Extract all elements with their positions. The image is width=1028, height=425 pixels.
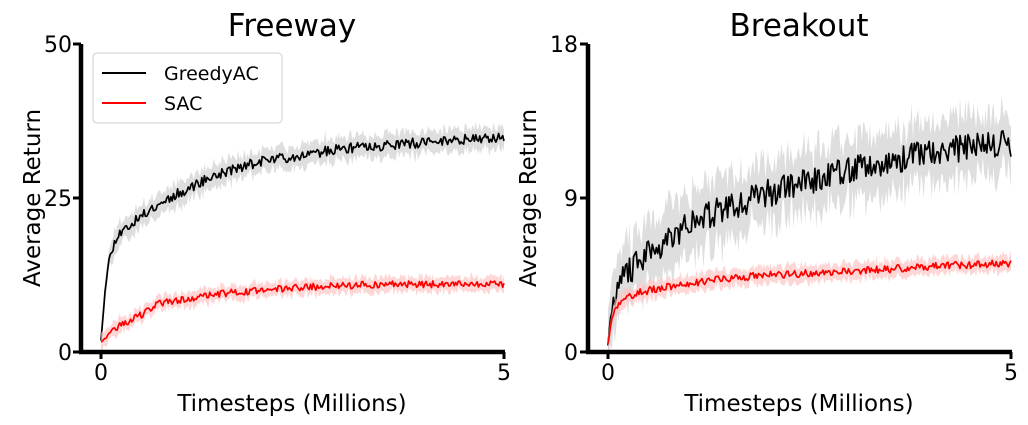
breakout-y-tick-label-1: 9 bbox=[564, 187, 578, 212]
breakout-x-tick-label-0: 0 bbox=[601, 361, 615, 386]
freeway-x-tick-label-0: 0 bbox=[94, 361, 108, 386]
freeway-series-line-sac bbox=[100, 280, 505, 343]
freeway-y-tick-label-2: 50 bbox=[44, 33, 72, 58]
legend-label-greedyac: GreedyAC bbox=[164, 63, 259, 85]
breakout-y-tick-label-0: 0 bbox=[564, 341, 578, 366]
freeway-x-axis-label: Timesteps (Millions) bbox=[176, 391, 406, 417]
breakout-y-tick-label-2: 18 bbox=[550, 33, 578, 58]
freeway-legend: GreedyAC SAC bbox=[92, 52, 283, 124]
breakout-series-line-sac bbox=[607, 259, 1012, 344]
freeway-band-greedyac bbox=[101, 121, 504, 351]
breakout-panel: Breakout Average Return Timesteps (Milli… bbox=[516, 8, 1018, 417]
breakout-y-axis-label: Average Return bbox=[516, 109, 542, 287]
breakout-title: Breakout bbox=[729, 8, 868, 44]
freeway-series-line-greedyac bbox=[100, 132, 505, 341]
breakout-x-axis-label: Timesteps (Millions) bbox=[683, 391, 913, 417]
freeway-y-axis-label: Average Return bbox=[20, 109, 46, 287]
freeway-title: Freeway bbox=[228, 8, 356, 44]
breakout-band-sac bbox=[608, 250, 1011, 352]
freeway-y-tick-label-1: 25 bbox=[44, 187, 72, 212]
breakout-x-tick-label-1: 5 bbox=[1004, 361, 1018, 386]
legend-frame bbox=[92, 52, 283, 124]
freeway-band-sac bbox=[101, 272, 504, 352]
breakout-series-line-greedyac bbox=[607, 130, 1012, 346]
freeway-panel: Freeway Average Return Timesteps (Millio… bbox=[20, 8, 511, 417]
freeway-y-tick-label-0: 0 bbox=[58, 341, 72, 366]
freeway-x-tick-label-1: 5 bbox=[497, 361, 511, 386]
breakout-band-greedyac bbox=[608, 95, 1011, 353]
legend-label-sac: SAC bbox=[164, 93, 202, 115]
